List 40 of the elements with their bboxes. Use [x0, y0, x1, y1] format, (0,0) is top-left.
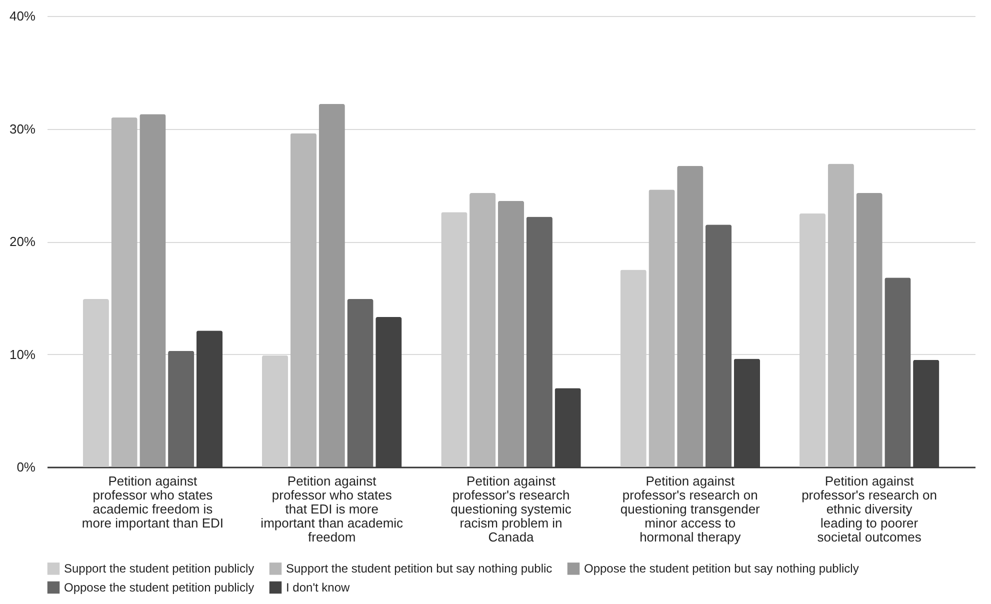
bar — [168, 350, 194, 467]
legend-label: Support the student petition publicly — [64, 562, 254, 576]
bar — [554, 388, 581, 467]
y-tick-label: 0% — [16, 460, 36, 474]
y-tick-label: 40% — [9, 8, 36, 24]
legend-label: Oppose the student petition publicly — [64, 580, 254, 594]
bar — [828, 164, 854, 467]
x-tick-label: Petition against professor who states that EDI is more important than academic freedom — [260, 474, 404, 544]
bar — [498, 200, 524, 467]
bar — [526, 216, 552, 467]
bar — [111, 117, 138, 467]
legend-label: Oppose the student petition but say nothing publicly — [584, 562, 859, 576]
bar — [140, 114, 166, 467]
bar — [620, 270, 646, 467]
bar — [470, 193, 496, 467]
bar — [884, 278, 911, 467]
bar — [799, 213, 826, 467]
bar — [856, 193, 882, 467]
y-tick-label: 30% — [9, 121, 36, 136]
bar — [705, 224, 732, 467]
x-tick-label: Petition against professor's research on ethnic diversity leading to poorer societal outcomes — [802, 474, 938, 544]
bar — [347, 299, 374, 467]
bar — [648, 190, 675, 467]
bar — [82, 299, 109, 467]
bar — [734, 358, 760, 467]
bar — [376, 317, 402, 467]
bar — [318, 104, 345, 467]
legend-label: Support the student petition but say nothing public — [286, 562, 552, 576]
y-tick-label: 20% — [9, 234, 36, 249]
x-tick-label: Petition against professor's research questioning systemic racism problem in Canada — [450, 474, 572, 544]
bar — [441, 212, 468, 467]
y-tick-label: 10% — [9, 346, 36, 362]
legend-label: I don't know — [286, 580, 350, 594]
bar — [262, 355, 288, 467]
x-tick-label: Petition against professor's research on questioning transgender minor access to hormonal therapy — [620, 474, 761, 544]
bar — [913, 360, 940, 467]
bar — [677, 166, 704, 467]
bar — [196, 330, 223, 467]
x-tick-label: Petition against professor who states academic freedom is more important than EDI — [82, 474, 224, 530]
bar — [290, 133, 317, 467]
